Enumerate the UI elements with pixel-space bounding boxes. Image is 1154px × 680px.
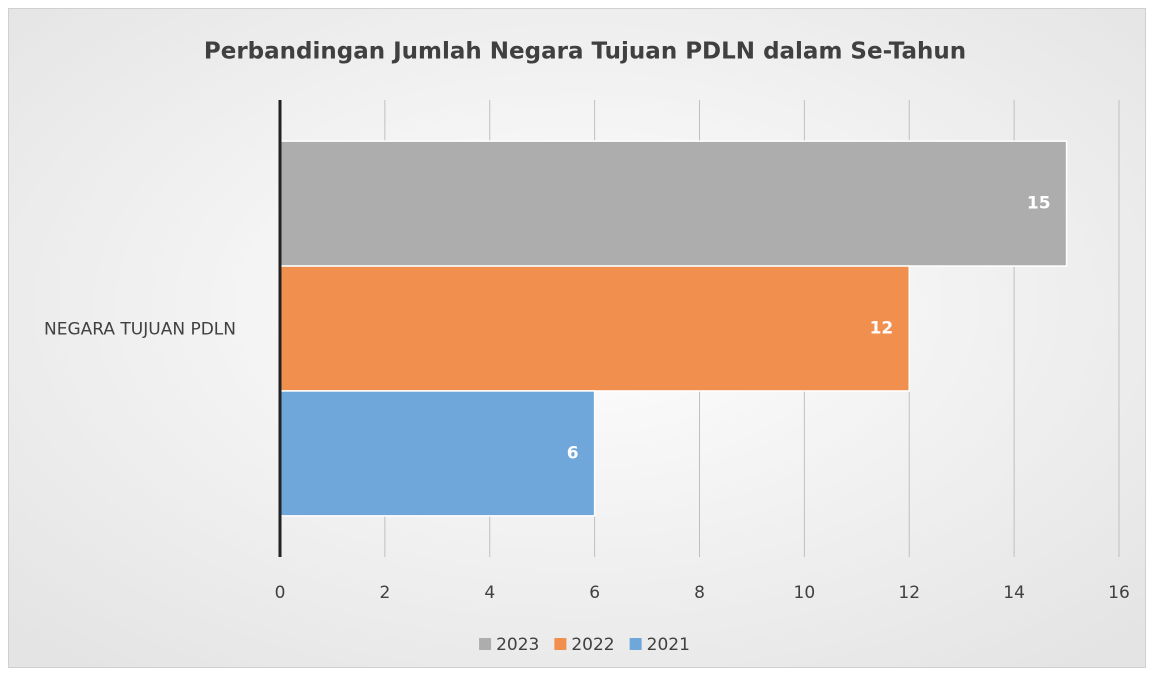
x-tick-label: 4: [484, 583, 495, 603]
x-tick-label: 6: [589, 583, 600, 603]
legend-label: 2021: [647, 635, 690, 655]
legend-swatch: [629, 638, 642, 650]
legend-label: 2022: [571, 635, 614, 655]
x-tick-label: 10: [794, 583, 816, 603]
x-tick-label: 8: [694, 583, 705, 603]
x-tick-label: 0: [275, 583, 286, 603]
legend-label: 2023: [496, 635, 539, 655]
y-tick-label: NEGARA TUJUAN PDLN: [44, 320, 236, 340]
bar: [279, 390, 596, 517]
legend-swatch: [554, 638, 567, 650]
x-tick-label: 16: [1108, 583, 1130, 603]
bar: [279, 265, 910, 392]
data-label: 15: [1027, 194, 1051, 214]
data-label: 6: [567, 443, 579, 463]
data-label: 12: [870, 319, 894, 339]
x-tick-label: 12: [898, 583, 920, 603]
legend-swatch: [479, 638, 492, 650]
x-tick-label: 14: [1003, 583, 1025, 603]
bar: [279, 140, 1068, 267]
x-tick-label: 2: [379, 583, 390, 603]
chart-title: Perbandingan Jumlah Negara Tujuan PDLN d…: [204, 39, 966, 65]
